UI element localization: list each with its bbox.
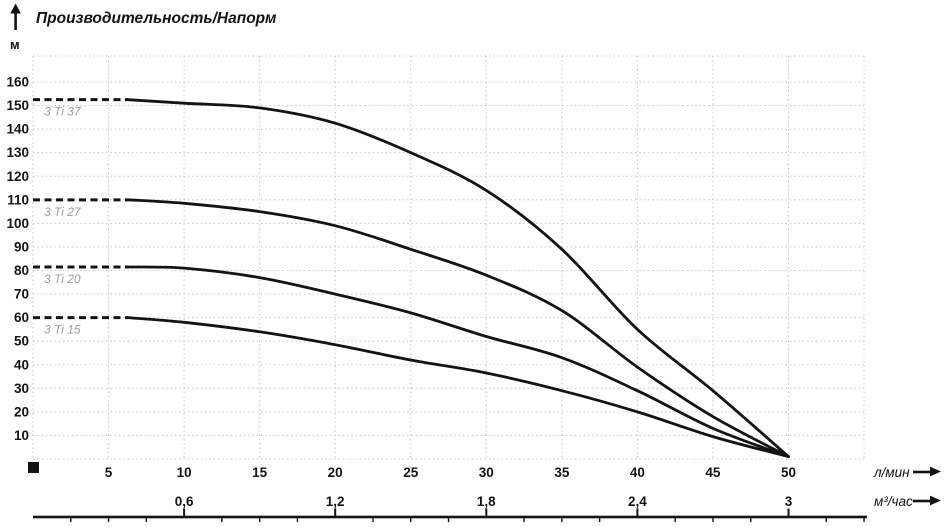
x-tick-label-m3h: 3 <box>785 494 793 509</box>
x-tick-label-m3h: 2,4 <box>628 494 647 509</box>
pump-curve <box>126 316 790 458</box>
y-tick-label: 100 <box>6 216 29 231</box>
y-tick-label: 120 <box>6 169 29 184</box>
y-tick-label: 40 <box>14 357 29 372</box>
y-axis-arrow-icon <box>10 3 21 30</box>
pump-curve <box>126 198 790 458</box>
origin-marker <box>28 462 39 473</box>
scale-bar-major-tick <box>636 508 639 517</box>
y-tick-label: 70 <box>14 287 29 302</box>
x-tick-label-lmin: 10 <box>177 465 192 480</box>
y-tick-label: 90 <box>14 239 29 254</box>
chart-title: Производительность/Напорм <box>36 10 277 27</box>
y-tick-label: 50 <box>14 334 29 349</box>
x-tick-label-m3h: 0,6 <box>175 494 194 509</box>
x-tick-label-lmin: 40 <box>630 465 645 480</box>
scale-bar-minor-tick <box>410 517 412 522</box>
scale-bar-minor-tick <box>712 517 714 522</box>
pump-curve <box>126 98 790 458</box>
y-axis-unit-label: м <box>10 37 20 52</box>
scale-bar-minor-tick <box>750 517 752 522</box>
x-tick-label-lmin: 25 <box>403 465 419 480</box>
x-axis-unit-m3h: м³/час <box>874 494 913 509</box>
scale-bar <box>33 515 867 519</box>
arrow-right-icon <box>913 466 941 477</box>
y-tick-label: 160 <box>6 75 29 90</box>
scale-bar-major-tick <box>787 508 790 517</box>
scale-bar-minor-tick <box>561 517 563 522</box>
y-tick-label: 140 <box>6 122 29 137</box>
scale-bar-minor-tick <box>107 517 110 522</box>
y-tick-label: 110 <box>7 192 29 207</box>
scale-bar-minor-tick <box>221 517 223 522</box>
curve-label: 3 Ti 27 <box>44 205 82 219</box>
y-tick-label: 80 <box>14 263 29 278</box>
x-tick-label-lmin: 30 <box>479 465 494 480</box>
scale-bar-minor-tick <box>372 517 374 522</box>
curve-label: 3 Ti 37 <box>44 105 82 119</box>
scale-bar-major-tick <box>485 508 488 517</box>
y-tick-label: 60 <box>14 310 29 325</box>
scale-bar-major-tick <box>183 508 186 517</box>
curve-label: 3 Ti 15 <box>44 323 81 337</box>
scale-bar-minor-tick <box>447 517 450 522</box>
x-tick-label-lmin: 50 <box>781 465 796 480</box>
y-tick-label: 20 <box>14 404 29 419</box>
arrow-right-icon <box>913 495 941 506</box>
scale-bar-minor-tick <box>258 517 261 522</box>
scale-bar-minor-tick <box>598 517 601 522</box>
scale-bar-minor-tick <box>825 517 827 522</box>
x-tick-label-lmin: 20 <box>328 465 343 480</box>
scale-bar-minor-tick <box>523 517 525 522</box>
y-tick-label: 150 <box>6 98 29 113</box>
scale-bar-minor-tick <box>145 517 148 522</box>
scale-bar-minor-tick <box>863 517 865 522</box>
scale-bar-major-tick <box>334 508 337 517</box>
scale-bar-minor-tick <box>296 517 299 522</box>
y-tick-label: 130 <box>6 145 29 160</box>
x-tick-label-lmin: 35 <box>554 465 570 480</box>
x-tick-label-lmin: 45 <box>705 465 721 480</box>
curve-label: 3 Ti 20 <box>44 272 81 286</box>
y-tick-label: 30 <box>14 381 29 396</box>
chart-generated-layer: 10 20 30 40 50 60 70 80 90 100 110 120 130 140 150 160 5… <box>6 55 867 522</box>
x-tick-label-m3h: 1,8 <box>477 494 496 509</box>
y-tick-label: 10 <box>14 428 29 443</box>
x-tick-label-lmin: 5 <box>105 465 113 480</box>
scale-bar-minor-tick <box>70 517 72 522</box>
x-tick-label-m3h: 1,2 <box>326 494 345 509</box>
x-axis-unit-lmin: л/мин <box>873 465 910 480</box>
pump-curve <box>126 265 790 458</box>
x-tick-label-lmin: 15 <box>252 465 268 480</box>
scale-bar-minor-tick <box>674 517 676 522</box>
